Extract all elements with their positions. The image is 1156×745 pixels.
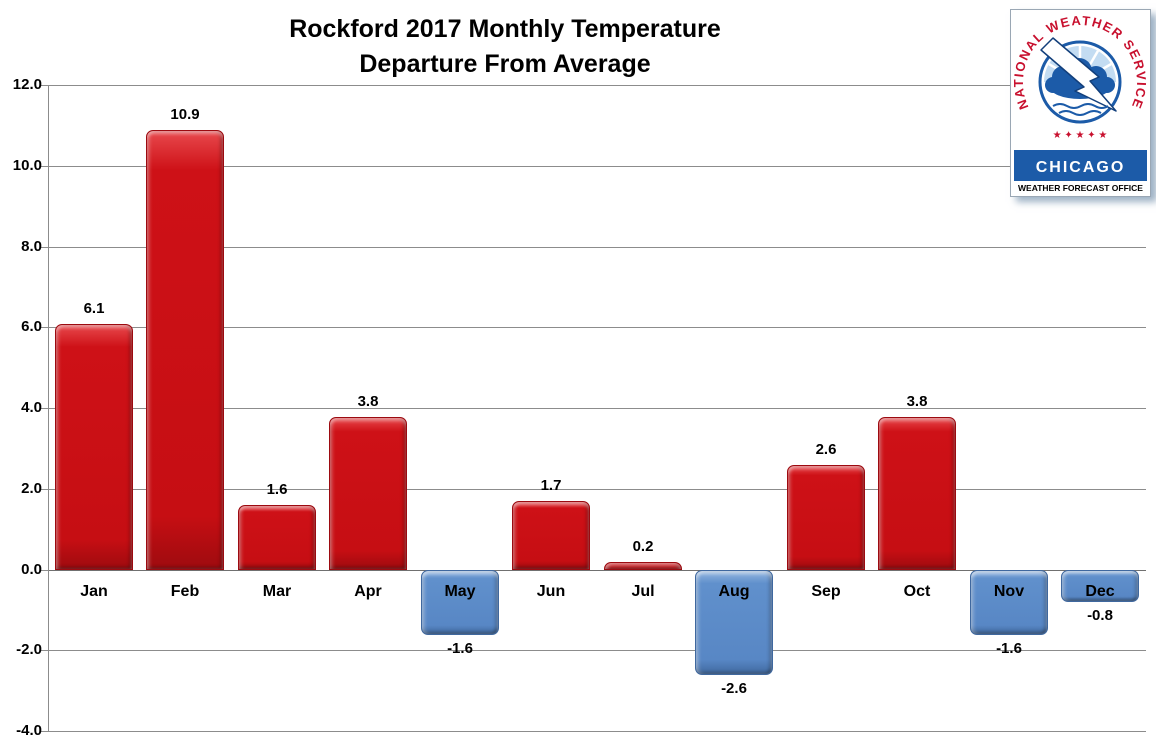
office-label: WEATHER FORECAST OFFICE [1018, 183, 1143, 193]
gridline [48, 85, 1146, 86]
bar-sep [787, 465, 865, 570]
month-label-jan: Jan [80, 583, 108, 600]
month-label-dec: Dec [1085, 583, 1115, 600]
value-label-jun: 1.7 [540, 477, 562, 494]
bar-jun [512, 501, 590, 570]
y-axis-tick [41, 650, 48, 651]
chart-title-line2: Departure From Average [359, 50, 651, 78]
value-label-oct: 3.8 [906, 393, 928, 410]
value-label-dec: -0.8 [1087, 607, 1113, 624]
y-axis-tick [41, 570, 48, 571]
y-axis-label: 10.0 [12, 157, 42, 174]
waves-icon [1052, 103, 1109, 116]
value-label-may: -1.6 [447, 640, 473, 657]
y-axis-label: 4.0 [21, 399, 42, 416]
city-band [1014, 150, 1147, 181]
y-axis-label: 2.0 [21, 480, 42, 497]
bar-nov [970, 570, 1048, 635]
y-axis-tick [41, 731, 48, 732]
y-axis-label: 8.0 [21, 238, 42, 255]
value-label-jan: 6.1 [83, 300, 105, 317]
bar-jan [55, 324, 133, 570]
stars-icon: ★ ✦ ★ ✦ ★ [1053, 130, 1108, 141]
y-axis-label: 12.0 [12, 76, 42, 93]
month-label-apr: Apr [354, 583, 382, 600]
nws-emblem-graphic: NATIONAL WEATHER SERVICE ★ ✦ ★ ✦ ★ CHICA… [1011, 13, 1148, 193]
bar-aug [695, 570, 773, 675]
gridline [48, 247, 1146, 248]
month-label-aug: Aug [718, 583, 750, 600]
value-label-apr: 3.8 [357, 393, 379, 410]
gridline [48, 327, 1146, 328]
month-label-jul: Jul [631, 583, 655, 600]
y-axis-tick [41, 489, 48, 490]
bar-jul [604, 562, 682, 570]
nws-chicago-logo: NATIONAL WEATHER SERVICE ★ ✦ ★ ✦ ★ CHICA… [1010, 9, 1151, 197]
bar-oct [878, 417, 956, 570]
y-axis-label: -4.0 [16, 722, 42, 739]
month-label-mar: Mar [262, 583, 292, 600]
bar-feb [146, 130, 224, 570]
bar-may [421, 570, 499, 635]
bar-mar [238, 505, 316, 570]
bar-dec [1061, 570, 1139, 602]
y-axis-label: 0.0 [21, 561, 42, 578]
month-label-jun: Jun [536, 583, 566, 600]
month-label-oct: Oct [903, 583, 931, 600]
month-label-sep: Sep [811, 583, 841, 600]
chart-title-line1: Rockford 2017 Monthly Temperature [289, 15, 721, 43]
value-label-jul: 0.2 [632, 538, 654, 555]
y-axis-tick [41, 85, 48, 86]
y-axis-tick [41, 327, 48, 328]
value-label-feb: 10.9 [170, 106, 200, 123]
chart-title: Rockford 2017 Monthly Temperature Depart… [0, 12, 1010, 82]
month-label-nov: Nov [993, 583, 1025, 600]
y-axis-tick [41, 408, 48, 409]
gridline [48, 166, 1146, 167]
y-axis-label: -2.0 [16, 641, 42, 658]
month-label-may: May [444, 583, 476, 600]
bar-apr [329, 417, 407, 570]
y-axis-line [48, 85, 49, 731]
value-label-sep: 2.6 [815, 441, 837, 458]
lightning-bolt-icon [1040, 37, 1117, 112]
value-label-mar: 1.6 [266, 481, 288, 498]
month-label-feb: Feb [170, 583, 200, 600]
value-label-nov: -1.6 [996, 640, 1022, 657]
gridline [48, 731, 1146, 732]
gridline [48, 650, 1146, 651]
y-axis-label: 6.0 [21, 318, 42, 335]
gridline [48, 408, 1146, 409]
value-label-aug: -2.6 [721, 680, 747, 697]
gridline [48, 570, 1146, 571]
gridline [48, 489, 1146, 490]
y-axis-tick [41, 166, 48, 167]
y-axis-tick [41, 247, 48, 248]
city-label: CHICAGO [1036, 159, 1126, 176]
